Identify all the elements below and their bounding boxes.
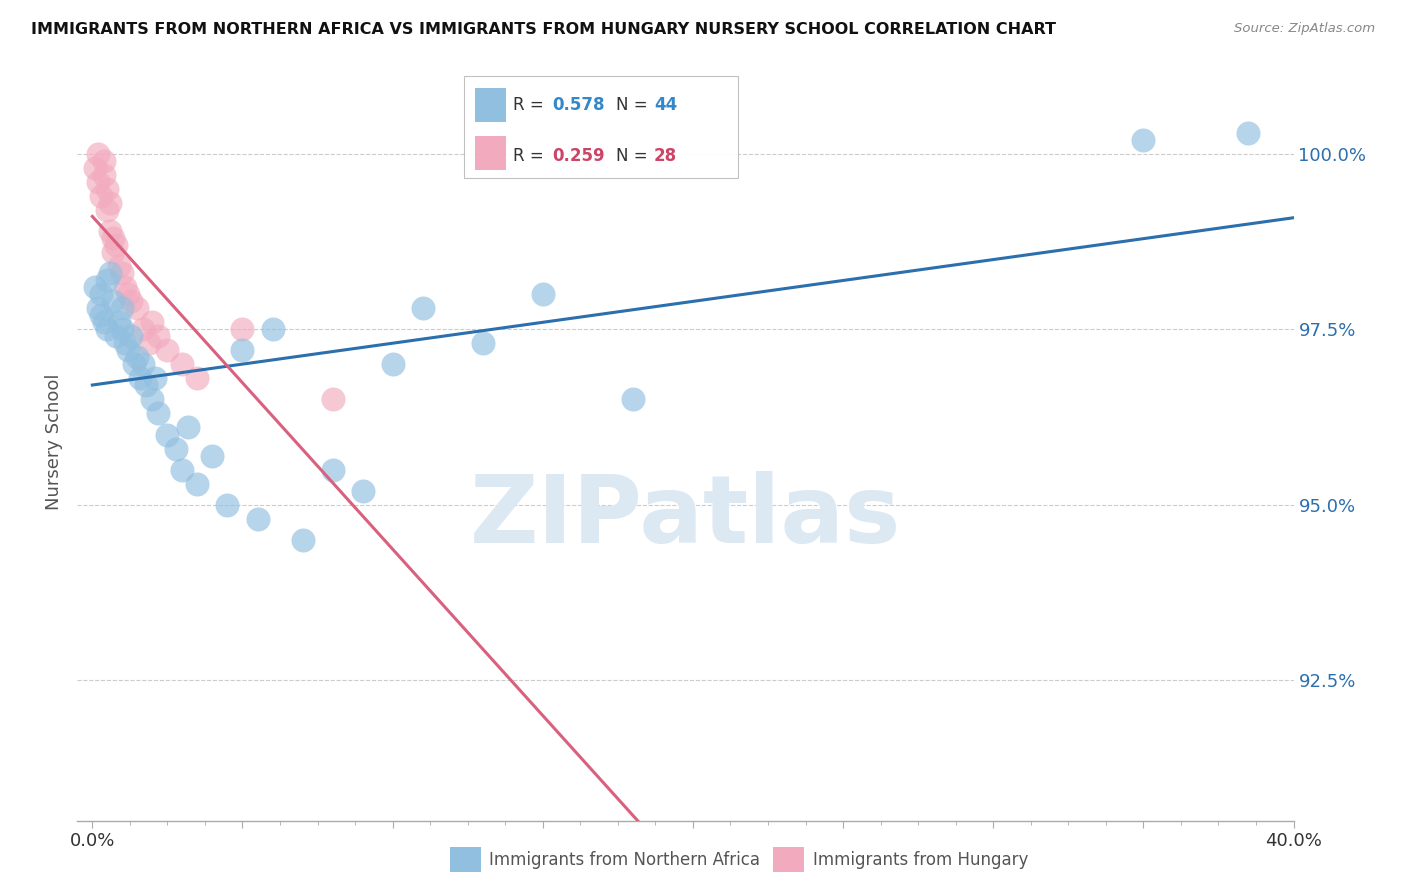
Point xyxy=(145,371,167,385)
Point xyxy=(138,336,160,351)
Point xyxy=(156,343,179,358)
Point xyxy=(156,427,179,442)
Point xyxy=(246,512,269,526)
Point xyxy=(117,287,139,301)
Point xyxy=(231,322,253,336)
Point xyxy=(352,483,374,498)
Point xyxy=(111,266,134,280)
Text: 44: 44 xyxy=(654,95,678,113)
Point xyxy=(471,336,494,351)
Point xyxy=(165,442,187,456)
Point xyxy=(217,498,239,512)
Point xyxy=(103,245,125,260)
Point xyxy=(129,371,152,385)
Point xyxy=(96,182,118,196)
Point xyxy=(531,287,554,301)
Point xyxy=(132,322,155,336)
Point xyxy=(621,392,644,407)
Point xyxy=(96,273,118,287)
Point xyxy=(135,378,157,392)
Point xyxy=(108,259,131,273)
Point xyxy=(186,476,208,491)
Point xyxy=(322,462,344,476)
Point xyxy=(103,231,125,245)
Text: R =: R = xyxy=(513,95,550,113)
Text: Immigrants from Northern Africa: Immigrants from Northern Africa xyxy=(489,851,761,869)
Point xyxy=(96,322,118,336)
Point xyxy=(84,161,107,175)
Point xyxy=(132,357,155,371)
Text: Source: ZipAtlas.com: Source: ZipAtlas.com xyxy=(1234,22,1375,36)
Point xyxy=(108,315,131,329)
Point xyxy=(322,392,344,407)
Point xyxy=(105,329,128,343)
Point xyxy=(93,168,115,182)
Point xyxy=(93,153,115,168)
Point xyxy=(186,371,208,385)
Point xyxy=(96,202,118,217)
Point xyxy=(98,224,121,238)
Point xyxy=(90,287,112,301)
Text: N =: N = xyxy=(616,95,652,113)
Text: 0.259: 0.259 xyxy=(553,147,605,165)
Point xyxy=(1132,133,1154,147)
Point xyxy=(177,420,200,434)
Point xyxy=(141,315,163,329)
Point xyxy=(127,351,149,365)
Text: 0.578: 0.578 xyxy=(553,95,605,113)
Point xyxy=(201,449,224,463)
Point xyxy=(98,266,121,280)
Point xyxy=(90,189,112,203)
Point xyxy=(124,357,146,371)
Point xyxy=(291,533,314,547)
Point xyxy=(381,357,404,371)
Point xyxy=(120,294,142,309)
Point xyxy=(120,329,142,343)
Text: R =: R = xyxy=(513,147,550,165)
Text: IMMIGRANTS FROM NORTHERN AFRICA VS IMMIGRANTS FROM HUNGARY NURSERY SCHOOL CORREL: IMMIGRANTS FROM NORTHERN AFRICA VS IMMIG… xyxy=(31,22,1056,37)
Point xyxy=(172,462,194,476)
Point xyxy=(148,329,170,343)
Point xyxy=(1237,126,1260,140)
Text: Immigrants from Hungary: Immigrants from Hungary xyxy=(813,851,1028,869)
Point xyxy=(93,315,115,329)
Point xyxy=(141,392,163,407)
Text: N =: N = xyxy=(616,147,652,165)
Point xyxy=(114,280,136,294)
Point xyxy=(98,195,121,210)
Point xyxy=(90,308,112,322)
Point xyxy=(87,146,110,161)
Point xyxy=(148,407,170,421)
Point xyxy=(105,238,128,252)
Point xyxy=(87,301,110,315)
Point xyxy=(103,294,125,309)
Y-axis label: Nursery School: Nursery School xyxy=(45,373,63,510)
Point xyxy=(262,322,284,336)
Point xyxy=(412,301,434,315)
Point xyxy=(87,175,110,189)
Point xyxy=(127,301,149,315)
Point xyxy=(172,357,194,371)
Point xyxy=(111,301,134,315)
Point xyxy=(231,343,253,358)
Point xyxy=(84,280,107,294)
Text: 28: 28 xyxy=(654,147,676,165)
Point xyxy=(114,336,136,351)
Point xyxy=(117,343,139,358)
Text: ZIPatlas: ZIPatlas xyxy=(470,471,901,564)
Point xyxy=(111,322,134,336)
